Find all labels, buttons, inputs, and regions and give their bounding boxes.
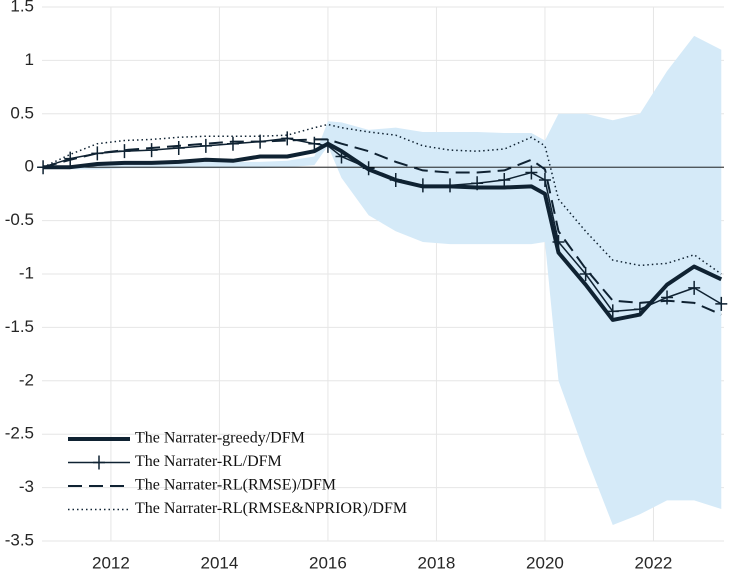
marker — [471, 176, 484, 191]
marker — [226, 136, 239, 151]
marker — [661, 290, 674, 305]
marker — [525, 165, 538, 180]
marker — [362, 161, 375, 176]
y-tick-label: -3 — [19, 477, 34, 496]
x-tick-label: 2022 — [635, 553, 673, 572]
x-tick-label: 2016 — [309, 553, 347, 572]
y-tick-label: -2 — [19, 370, 34, 389]
marker — [389, 173, 402, 188]
marker — [606, 304, 619, 319]
legend-label: The Narrater-RL(RMSE&NPRIOR)/DFM — [135, 500, 407, 517]
legend-label: The Narrater-RL(RMSE)/DFM — [135, 477, 336, 494]
marker — [335, 149, 348, 164]
marker — [538, 173, 551, 188]
x-tick-label: 2014 — [201, 553, 239, 572]
marker — [118, 144, 131, 159]
y-tick-label: 1 — [25, 50, 34, 69]
y-tick-label: -1.5 — [5, 317, 34, 336]
series-line — [42, 138, 722, 316]
x-tick-label: 2018 — [418, 553, 456, 572]
series-line — [42, 123, 722, 275]
marker — [552, 234, 565, 249]
marker — [145, 143, 158, 158]
marker — [715, 296, 728, 311]
marker — [281, 131, 294, 146]
y-tick-label: 0.5 — [10, 103, 34, 122]
legend-label: The Narrater-RL/DFM — [135, 453, 282, 470]
marker — [633, 302, 646, 317]
legend-label: The Narrater-greedy/DFM — [135, 430, 305, 447]
y-tick-label: -2.5 — [5, 424, 34, 443]
legend-marker — [93, 455, 105, 470]
marker — [321, 138, 334, 153]
marker — [172, 140, 185, 155]
marker — [498, 173, 511, 188]
y-tick-label: -1 — [19, 263, 34, 282]
y-tick-label: -3.5 — [5, 530, 34, 549]
y-tick-label: -0.5 — [5, 210, 34, 229]
series-line — [42, 137, 722, 313]
x-tick-label: 2020 — [526, 553, 564, 572]
x-tick-label: 2012 — [92, 553, 130, 572]
y-tick-label: 1.5 — [10, 0, 34, 15]
marker — [199, 138, 212, 153]
marker — [416, 178, 429, 193]
marker — [37, 160, 50, 175]
y-tick-label: 0 — [25, 157, 34, 176]
marker — [688, 280, 701, 295]
confidence-band — [43, 35, 722, 525]
marker — [444, 178, 457, 193]
